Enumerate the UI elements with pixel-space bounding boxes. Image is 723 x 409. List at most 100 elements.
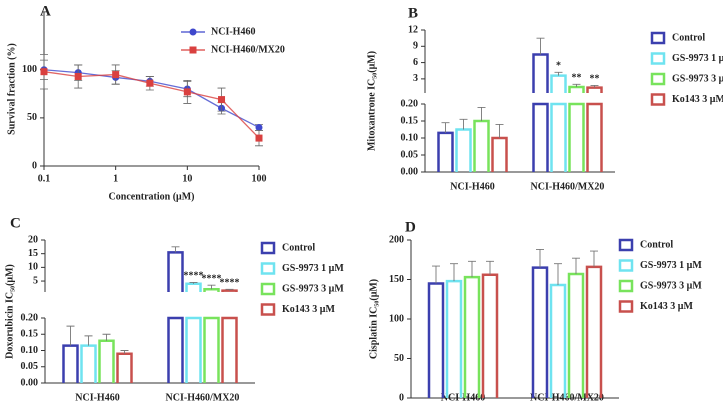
marker [74, 72, 82, 80]
y-tick-label: 0.20 [401, 98, 419, 109]
bar [473, 119, 490, 172]
y-tick-label: 200 [389, 234, 404, 245]
bar [116, 352, 133, 383]
legend-swatch [650, 31, 666, 45]
bar [185, 282, 202, 383]
error-bar [171, 246, 180, 253]
y-tick-label: 150 [389, 274, 404, 285]
panel-label: B [408, 5, 418, 21]
error-bar [477, 106, 486, 121]
error-bar [554, 71, 563, 76]
legend-marker [189, 28, 197, 36]
error-bar [572, 83, 581, 88]
legend-label: GS-9973 3 μM [672, 73, 723, 84]
legend-label: Ko143 3 μM [672, 94, 723, 105]
marker [255, 124, 263, 131]
bar [549, 283, 567, 398]
legend-swatch [260, 241, 276, 255]
bar [481, 273, 499, 398]
marker [40, 68, 48, 76]
error-bar [225, 288, 234, 291]
marker [112, 71, 120, 79]
legend-marker [189, 46, 197, 54]
error-bar [536, 249, 544, 268]
bar [427, 282, 445, 398]
y-tick-label: 0 [32, 160, 37, 171]
y-tick-label: 100 [22, 64, 37, 75]
error-bar [432, 265, 440, 284]
y-tick-label: 0.10 [21, 345, 39, 356]
x-tick-label: NCI-H460/MX20 [166, 392, 240, 403]
error-bar [84, 335, 93, 346]
panel-label: D [405, 219, 416, 235]
bar [437, 131, 454, 172]
marker [255, 134, 263, 142]
bar [62, 344, 79, 383]
legend-swatch [260, 282, 276, 296]
y-tick-label: 6 [413, 57, 418, 68]
panel-label: C [10, 215, 21, 231]
y-tick-label: 100 [389, 313, 404, 324]
bar [532, 53, 549, 172]
legend-label: GS-9973 3 μM [640, 280, 702, 291]
error-bar [102, 333, 111, 341]
y-axis-label: Survival fraction (%) [6, 43, 17, 135]
x-tick-label: NCI-H460/MX20 [531, 181, 605, 192]
bar [463, 275, 481, 398]
x-tick-label: NCI-H460/MX20 [530, 392, 604, 403]
y-tick-label: 0.20 [21, 312, 39, 323]
y-axis-label: Cisplatin IC₅₀(μM) [368, 279, 379, 359]
y-tick-label: 3 [413, 73, 418, 84]
y-tick-label: 5 [33, 275, 38, 286]
x-tick-label: NCI-H460 [441, 392, 485, 403]
legend-swatch [618, 238, 634, 252]
x-tick-label: 1 [113, 173, 118, 184]
error-bar [554, 263, 562, 286]
legend-label: Ko143 3 μM [282, 304, 335, 315]
y-tick-label: 9 [413, 41, 418, 52]
legend-label: GS-9973 1 μM [282, 263, 344, 274]
error-bar [459, 118, 468, 130]
y-tick-label: 0.05 [21, 361, 39, 372]
y-tick-label: 0.10 [401, 132, 419, 143]
bar [203, 288, 220, 383]
legend-swatch [260, 303, 276, 316]
legend-swatch [618, 279, 634, 293]
significance: ** [572, 73, 582, 84]
error-bar [189, 281, 198, 284]
bar [531, 266, 549, 398]
legend-label: NCI-H460/MX20 [211, 44, 285, 55]
bar [167, 251, 184, 383]
x-axis-label: Concentration (μM) [109, 191, 195, 202]
legend-label: Ko143 3 μM [640, 301, 693, 312]
legend-swatch [618, 259, 634, 272]
error-bar [120, 350, 129, 354]
legend-label: Control [282, 242, 315, 253]
legend-label: GS-9973 1 μM [640, 260, 702, 271]
x-tick-label: 100 [252, 173, 267, 184]
y-tick-label: 0.15 [401, 115, 419, 126]
x-tick-label: NCI-H460 [450, 181, 494, 192]
y-tick-label: 10 [28, 262, 38, 273]
error-bar [468, 260, 476, 278]
bar [445, 279, 463, 398]
bar [98, 339, 115, 383]
significance: **** [220, 278, 240, 289]
legend-label: GS-9973 1 μM [672, 53, 723, 64]
legend-swatch [650, 72, 666, 86]
bar [491, 136, 508, 172]
significance: **** [184, 271, 204, 282]
significance: * [556, 61, 561, 72]
x-tick-label: 10 [182, 173, 192, 184]
y-tick-label: 0.15 [21, 329, 39, 340]
error-bar [590, 84, 599, 88]
x-tick-label: NCI-H460 [75, 392, 119, 403]
y-axis-label: Mitoxantrone IC₅₀(μM) [366, 51, 377, 151]
error-bar [441, 122, 450, 133]
error-bar [495, 123, 504, 138]
y-tick-label: 20 [28, 234, 38, 245]
legend-swatch [260, 262, 276, 275]
marker [146, 79, 154, 87]
bar [586, 86, 603, 172]
